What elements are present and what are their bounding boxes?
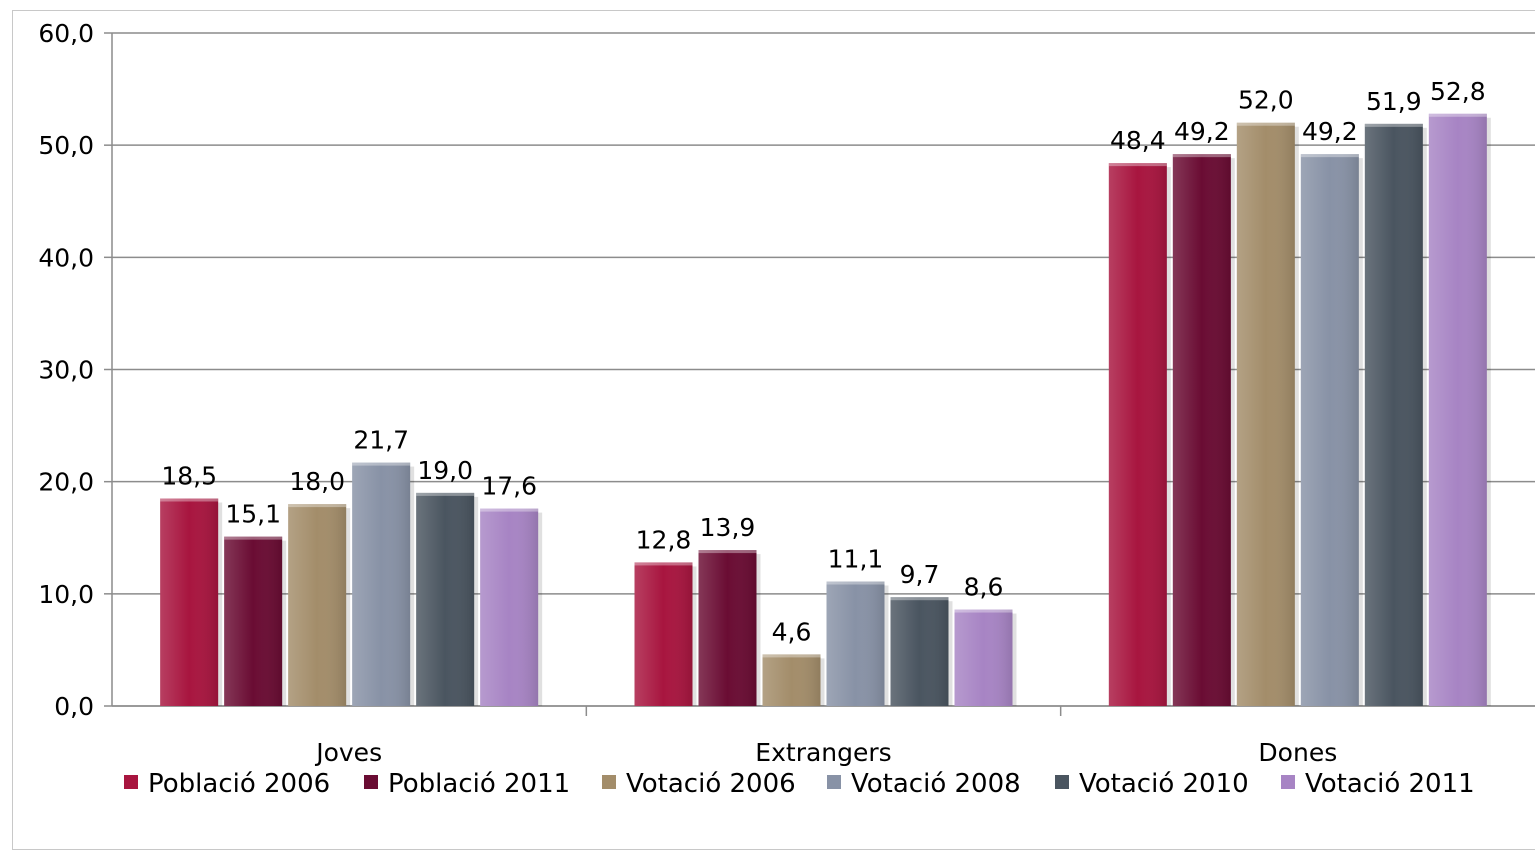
bar-top-edge — [762, 654, 821, 658]
bar-highlight — [1172, 154, 1231, 706]
data-label: 9,7 — [900, 560, 940, 589]
bar-highlight — [762, 654, 821, 706]
data-label: 18,0 — [289, 467, 345, 496]
data-label: 19,0 — [417, 456, 473, 485]
data-label: 51,9 — [1366, 87, 1422, 116]
bar-top-edge — [1108, 163, 1167, 167]
bar-highlight — [1364, 123, 1423, 707]
data-label: 21,7 — [353, 426, 409, 455]
bars — [160, 113, 1491, 707]
bar-top-edge — [160, 498, 219, 502]
legend-swatch — [1055, 775, 1069, 789]
bar-top-edge — [954, 609, 1013, 613]
y-tick-label: 50,0 — [38, 131, 94, 160]
data-label: 52,0 — [1238, 86, 1294, 115]
y-tick-label: 40,0 — [38, 243, 94, 272]
bar-top-edge — [698, 550, 757, 554]
bar-highlight — [352, 462, 411, 706]
data-labels: 18,5 15,1 18,0 21,7 19,0 17,6 12,8 13,9 4,6 11,1 9… — [161, 77, 1485, 647]
legend-swatch — [124, 775, 138, 789]
bar-top-edge — [1172, 154, 1231, 158]
bar-highlight — [160, 498, 219, 706]
bar-highlight — [634, 562, 693, 706]
bar-highlight — [288, 504, 347, 706]
legend-swatch — [364, 775, 378, 789]
bar-highlight — [954, 609, 1013, 706]
bar-highlight — [1300, 154, 1359, 706]
bar-top-edge — [480, 508, 539, 512]
data-label: 48,4 — [1110, 126, 1166, 155]
data-label: 49,2 — [1302, 117, 1358, 146]
bar-highlight — [1108, 163, 1167, 706]
legend-label: Votació 2010 — [1079, 769, 1249, 799]
bar-top-edge — [288, 504, 347, 508]
bar-highlight — [224, 536, 283, 706]
bar-top-edge — [1236, 122, 1295, 126]
data-label: 13,9 — [700, 513, 756, 542]
legend-label: Votació 2011 — [1305, 769, 1475, 799]
bar-top-edge — [224, 536, 283, 540]
data-label: 49,2 — [1174, 117, 1230, 146]
bar-highlight — [1236, 122, 1295, 706]
bar-top-edge — [352, 462, 411, 466]
bar-highlight — [890, 597, 949, 706]
legend-label: Població 2006 — [148, 769, 330, 799]
legend: Població 2006 Població 2011 Votació 2006 Vo… — [124, 769, 1475, 799]
bar-top-edge — [1428, 113, 1487, 117]
category-label: Extrangers — [755, 738, 891, 767]
legend-label: Població 2011 — [388, 769, 570, 799]
data-label: 8,6 — [964, 573, 1004, 602]
bar-top-edge — [1364, 123, 1423, 127]
bar-top-edge — [634, 562, 693, 566]
data-label: 12,8 — [636, 525, 692, 554]
y-tick-label: 60,0 — [38, 19, 94, 48]
data-label: 11,1 — [828, 544, 884, 573]
y-tick-label: 10,0 — [38, 580, 94, 609]
category-label: Dones — [1258, 738, 1337, 767]
bar-highlight — [416, 492, 475, 706]
legend-swatch — [1281, 775, 1295, 789]
data-label: 52,8 — [1430, 77, 1486, 106]
y-tick-label: 20,0 — [38, 468, 94, 497]
bar-top-edge — [1300, 154, 1359, 158]
data-label: 18,5 — [161, 461, 217, 490]
data-label: 15,1 — [225, 500, 281, 529]
data-label: 4,6 — [772, 617, 812, 646]
bar-highlight — [480, 508, 539, 706]
y-tick-label: 0,0 — [54, 692, 94, 721]
bar-top-edge — [826, 581, 885, 585]
legend-swatch — [602, 775, 616, 789]
bar-highlight — [1428, 113, 1487, 706]
bar-top-edge — [416, 492, 475, 496]
bar-highlight — [698, 550, 757, 706]
bar-highlight — [826, 581, 885, 706]
legend-label: Votació 2006 — [626, 769, 796, 799]
legend-label: Votació 2008 — [851, 769, 1021, 799]
axes: 0,0 10,0 20,0 30,0 40,0 50,0 60,0 Joves Extrange… — [38, 19, 1535, 767]
y-tick-label: 30,0 — [38, 356, 94, 385]
legend-swatch — [827, 775, 841, 789]
data-label: 17,6 — [481, 472, 537, 501]
category-label: Joves — [314, 738, 382, 767]
bar-top-edge — [890, 597, 949, 601]
